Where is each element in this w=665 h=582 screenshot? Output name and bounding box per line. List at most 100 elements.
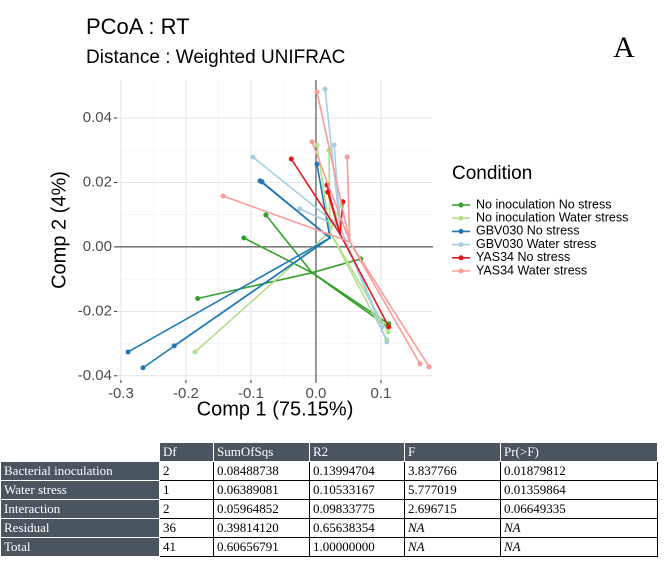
spider-segment [197,271,313,300]
table-cell: 2 [159,499,214,519]
table-cell: NA [404,518,501,538]
legend-label: GBV030 No stress [476,224,580,238]
point [386,324,392,330]
table-row: Total 41 0.60656791 1.00000000 NA NA [0,537,658,557]
spider-segment [316,163,331,239]
table-cell: NA [500,537,658,557]
table-cell: 41 [159,537,214,557]
spider-segment [311,141,351,243]
spider-segment [265,214,313,274]
table-cell: 3.837766 [404,461,501,481]
point [314,89,320,95]
spider-segment [349,241,421,365]
legend-key-dot [458,215,464,221]
spider-segment [127,237,331,353]
table-row: Interaction 2 0.05964852 0.09833775 2.696715… [0,499,658,519]
legend-title: Condition [452,163,532,184]
point [309,139,315,145]
x-tick-label: 0.0 [306,385,327,402]
spider-segment [243,237,313,274]
point [379,324,385,330]
legend-label: GBV030 Water stress [476,237,596,251]
table-row: Bacterial inoculation 2 0.08488738 0.139947… [0,461,658,481]
table-cell: 0.05964852 [213,499,310,519]
point [314,142,320,148]
y-tick-label: -0.02 [78,302,112,319]
point [297,206,303,212]
spider-segment [329,231,388,341]
y-tick-label: -0.04 [78,367,112,384]
y-tick-label: 0.04 [83,109,112,126]
table-row: Residual 36 0.39814120 0.65638354 NA NA [0,518,658,538]
spider-segment [339,226,384,328]
x-tick-label: 0.1 [371,385,392,402]
point [192,349,198,355]
panel-letter: A [613,31,635,64]
point [140,365,146,371]
centroid [348,240,351,243]
spider-segment [173,237,331,347]
row-header: Water stress [0,480,160,500]
point [331,142,337,148]
spider-segment [329,231,389,333]
column-header: F [404,442,501,462]
point [250,154,256,160]
chart: PCoA : RT Distance : Weighted UNIFRAC A … [48,14,635,420]
spider-segment [346,156,351,242]
point [417,361,423,367]
point [344,154,350,160]
point [259,179,265,185]
x-tick-label: -0.2 [173,385,199,402]
table-cell: 1.00000000 [309,537,405,557]
point [288,156,294,162]
point [325,189,331,195]
row-header: Residual [0,518,160,538]
point [322,86,328,92]
point [426,364,432,370]
spider-segment [252,156,341,228]
table-cell: 1 [159,480,214,500]
header-row: Df SumOfSqs R2 F Pr(>F) [0,442,658,462]
spider-segment [222,195,351,243]
point [171,343,177,349]
table-cell: 0.65638354 [309,518,405,538]
column-header: Df [159,442,214,462]
table-cell: 0.13994704 [309,461,405,481]
legend-label: No inoculation No stress [476,197,611,211]
table-cell: NA [500,518,658,538]
table-cell: 2.696715 [404,499,501,519]
point [220,193,226,199]
column-header: R2 [309,442,405,462]
column-header: SumOfSqs [213,442,310,462]
legend-key-dot [458,228,464,234]
blank-cell [0,442,160,462]
table-cell: 0.01879812 [500,461,658,481]
spider-segment [261,181,331,239]
legend-label: No inoculation Water stress [476,210,628,224]
table-cell: 0.60656791 [213,537,310,557]
chart-subtitle: Distance : Weighted UNIFRAC [86,47,345,68]
table-row: Water stress 1 0.06389081 0.10533167 5.77701… [0,480,658,500]
row-header: Bacterial inoculation [0,461,160,481]
point [314,161,320,167]
legend-key-dot [458,242,464,248]
legend-key-dot [458,255,464,261]
centroid [338,232,342,236]
legend-label: YAS34 Water stress [476,263,587,277]
centroid [310,271,314,274]
table-cell: 0.10533167 [309,480,405,500]
y-tick-label: 0.02 [83,173,112,190]
spider-segment [316,91,351,242]
point [125,349,131,355]
spider-segment [349,241,430,368]
table-cell: 0.01359864 [500,480,658,500]
table-cell: 0.06649335 [500,499,658,519]
point [385,329,391,335]
legend-key-dot [458,202,464,208]
centroid [328,236,332,240]
chart-title: PCoA : RT [86,14,190,39]
y-tick-label: 0.00 [83,238,112,255]
column-header: Pr(>F) [500,442,658,462]
spider-segment [194,231,331,353]
spider-segment [311,258,362,274]
